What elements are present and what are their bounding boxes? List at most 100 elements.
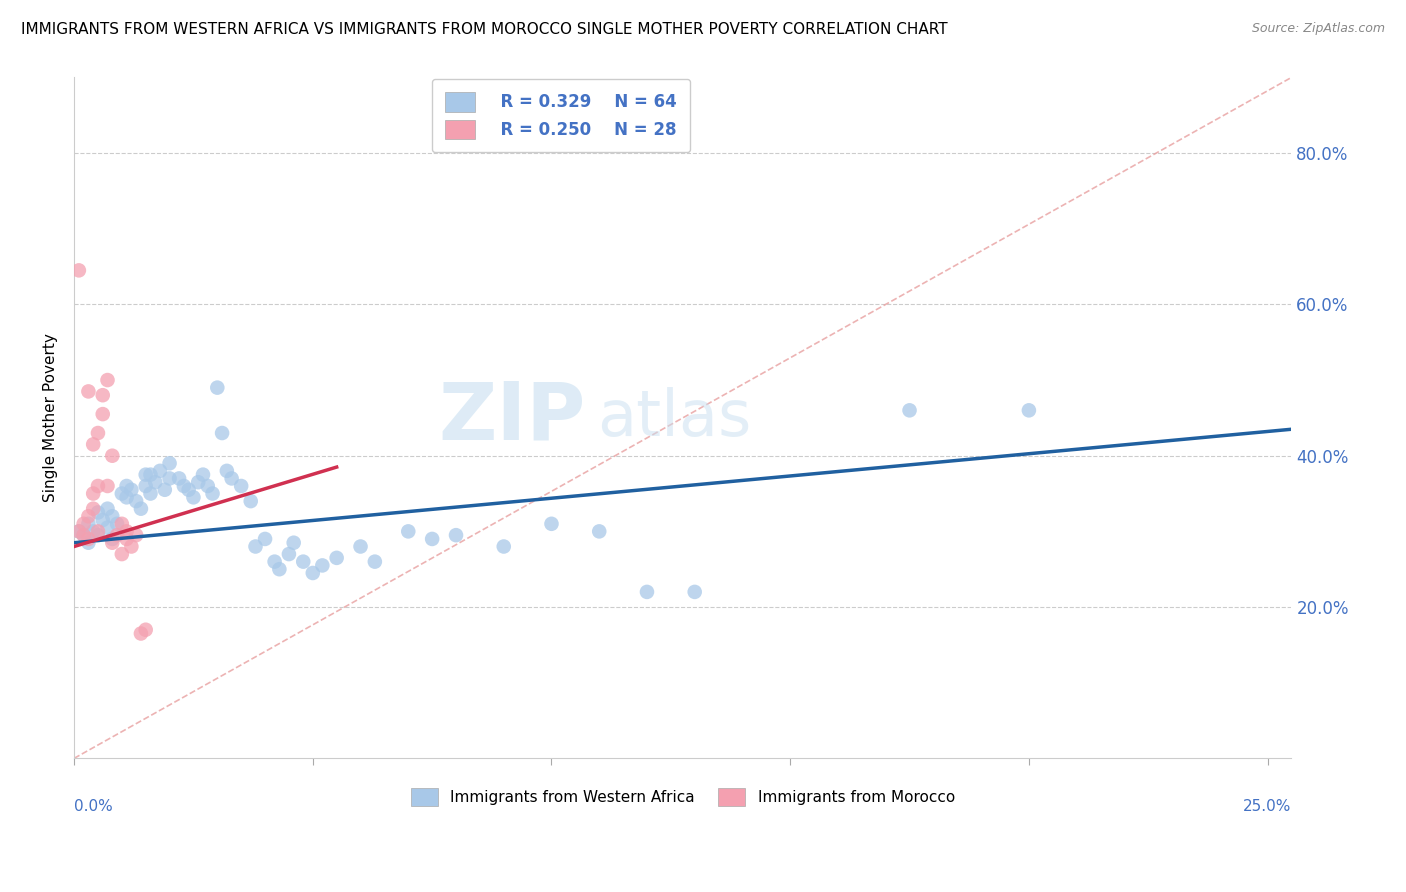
Text: Source: ZipAtlas.com: Source: ZipAtlas.com bbox=[1251, 22, 1385, 36]
Point bbox=[82, 437, 104, 451]
Point bbox=[139, 486, 162, 500]
Point bbox=[197, 479, 219, 493]
Point bbox=[125, 494, 148, 508]
Point bbox=[82, 501, 104, 516]
Point bbox=[120, 540, 142, 554]
Point bbox=[492, 540, 515, 554]
Point bbox=[111, 486, 134, 500]
Point bbox=[115, 479, 138, 493]
Point bbox=[105, 516, 128, 531]
Point bbox=[349, 540, 371, 554]
Point bbox=[82, 486, 104, 500]
Point bbox=[420, 532, 443, 546]
Point bbox=[87, 506, 110, 520]
Point bbox=[87, 425, 110, 440]
Point bbox=[77, 516, 100, 531]
Point bbox=[129, 501, 152, 516]
Point bbox=[364, 555, 387, 569]
Point bbox=[231, 479, 253, 493]
Point bbox=[183, 491, 205, 505]
Point bbox=[153, 483, 176, 497]
Point bbox=[177, 483, 200, 497]
Text: atlas: atlas bbox=[598, 387, 752, 449]
Point bbox=[292, 555, 315, 569]
Text: ZIP: ZIP bbox=[439, 379, 585, 457]
Point bbox=[72, 528, 94, 542]
Point bbox=[91, 388, 114, 402]
Y-axis label: Single Mother Poverty: Single Mother Poverty bbox=[44, 334, 58, 502]
Point bbox=[149, 464, 172, 478]
Point bbox=[101, 532, 124, 546]
Point bbox=[101, 509, 124, 524]
Point bbox=[201, 486, 224, 500]
Point bbox=[269, 562, 291, 576]
Point bbox=[396, 524, 419, 539]
Point bbox=[191, 467, 214, 482]
Point bbox=[277, 547, 299, 561]
Point bbox=[96, 501, 118, 516]
Point bbox=[77, 535, 100, 549]
Point bbox=[254, 532, 277, 546]
Point bbox=[167, 471, 190, 485]
Point bbox=[111, 516, 134, 531]
Point bbox=[143, 475, 166, 490]
Point bbox=[115, 532, 138, 546]
Text: IMMIGRANTS FROM WESTERN AFRICA VS IMMIGRANTS FROM MOROCCO SINGLE MOTHER POVERTY : IMMIGRANTS FROM WESTERN AFRICA VS IMMIGR… bbox=[21, 22, 948, 37]
Point bbox=[139, 467, 162, 482]
Point bbox=[135, 467, 157, 482]
Point bbox=[301, 566, 323, 580]
Point bbox=[211, 425, 233, 440]
Point bbox=[283, 535, 305, 549]
Point bbox=[1018, 403, 1040, 417]
Point bbox=[245, 540, 267, 554]
Point bbox=[120, 483, 142, 497]
Point bbox=[221, 471, 243, 485]
Point bbox=[263, 555, 285, 569]
Point bbox=[215, 464, 238, 478]
Point bbox=[588, 524, 610, 539]
Point bbox=[105, 528, 128, 542]
Point bbox=[67, 263, 90, 277]
Point bbox=[96, 520, 118, 534]
Point bbox=[115, 524, 138, 539]
Point bbox=[111, 547, 134, 561]
Point bbox=[540, 516, 562, 531]
Point bbox=[77, 532, 100, 546]
Point bbox=[87, 524, 110, 539]
Point bbox=[444, 528, 467, 542]
Point bbox=[72, 516, 94, 531]
Point bbox=[325, 550, 347, 565]
Point bbox=[311, 558, 333, 573]
Point bbox=[173, 479, 195, 493]
Text: 0.0%: 0.0% bbox=[75, 799, 112, 814]
Point bbox=[239, 494, 262, 508]
Point bbox=[91, 513, 114, 527]
Point bbox=[159, 471, 181, 485]
Point bbox=[67, 524, 90, 539]
Point bbox=[77, 509, 100, 524]
Point bbox=[636, 585, 658, 599]
Point bbox=[125, 528, 148, 542]
Point bbox=[101, 449, 124, 463]
Point bbox=[187, 475, 209, 490]
Point bbox=[67, 524, 90, 539]
Point bbox=[91, 407, 114, 421]
Point bbox=[72, 528, 94, 542]
Point bbox=[159, 456, 181, 470]
Point bbox=[82, 524, 104, 539]
Point bbox=[87, 479, 110, 493]
Point bbox=[101, 535, 124, 549]
Point bbox=[96, 479, 118, 493]
Text: 25.0%: 25.0% bbox=[1243, 799, 1292, 814]
Point bbox=[115, 491, 138, 505]
Point bbox=[87, 528, 110, 542]
Point bbox=[77, 384, 100, 399]
Point bbox=[135, 623, 157, 637]
Point bbox=[207, 381, 229, 395]
Point bbox=[96, 373, 118, 387]
Point bbox=[683, 585, 706, 599]
Point bbox=[898, 403, 921, 417]
Point bbox=[135, 479, 157, 493]
Point bbox=[129, 626, 152, 640]
Legend: Immigrants from Western Africa, Immigrants from Morocco: Immigrants from Western Africa, Immigran… bbox=[405, 782, 962, 812]
